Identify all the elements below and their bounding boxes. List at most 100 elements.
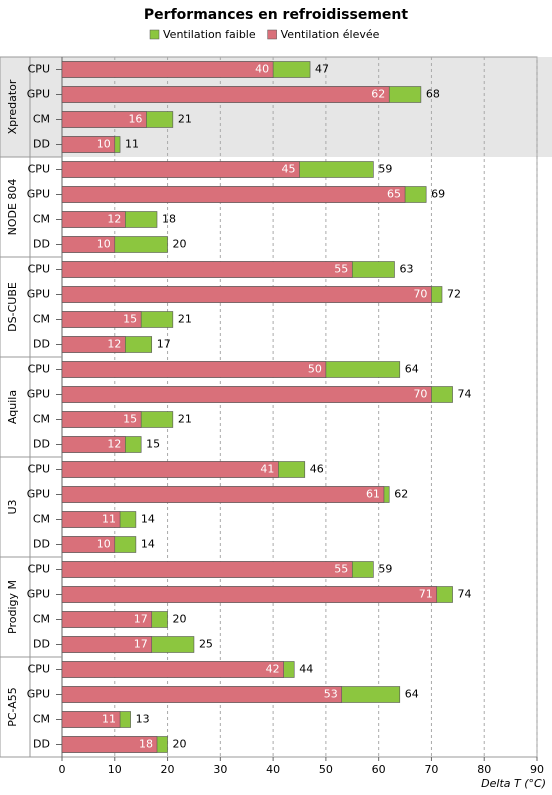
group-label: PC-A55 [6, 687, 19, 727]
y-tick-label: GPU [27, 188, 50, 201]
value-label: 21 [178, 313, 192, 326]
y-tick-label: DD [33, 638, 50, 651]
bar [61, 336, 126, 353]
bar [61, 661, 284, 678]
x-tick-label: 40 [266, 763, 280, 776]
value-label: 72 [447, 288, 461, 301]
value-label: 20 [173, 613, 187, 626]
bar [61, 686, 343, 703]
y-tick-label: DD [33, 238, 50, 251]
value-label: 55 [334, 563, 348, 576]
y-tick-label: CM [33, 613, 50, 626]
group-label: NODE 804 [6, 179, 19, 236]
bar [61, 486, 385, 503]
bar [61, 186, 406, 203]
value-label: 15 [123, 313, 137, 326]
y-tick-label: CM [33, 413, 50, 426]
bar [61, 261, 353, 278]
legend-label: Ventilation faible [163, 28, 256, 41]
y-tick-label: CPU [28, 363, 50, 376]
x-tick-label: 70 [424, 763, 438, 776]
value-label: 50 [308, 363, 322, 376]
bar [61, 511, 121, 528]
value-label: 17 [134, 613, 148, 626]
bar [61, 461, 279, 478]
value-label: 47 [315, 63, 329, 76]
y-tick-label: DD [33, 738, 50, 751]
bar [61, 636, 153, 653]
y-tick-label: CPU [28, 663, 50, 676]
y-tick-label: CM [33, 113, 50, 126]
value-label: 70 [413, 288, 427, 301]
value-label: 62 [371, 88, 385, 101]
value-label: 74 [458, 388, 472, 401]
value-label: 53 [324, 688, 338, 701]
value-label: 40 [255, 63, 269, 76]
y-tick-label: CM [33, 513, 50, 526]
x-tick-label: 20 [161, 763, 175, 776]
group-label: Aquila [6, 390, 19, 424]
value-label: 61 [366, 488, 380, 501]
x-tick-label: 0 [59, 763, 66, 776]
value-label: 15 [146, 438, 160, 451]
value-label: 17 [157, 338, 171, 351]
group-label: DS-CUBE [6, 282, 19, 332]
value-label: 16 [128, 113, 142, 126]
value-label: 55 [334, 263, 348, 276]
group-label: U3 [6, 499, 19, 514]
value-label: 12 [107, 213, 121, 226]
y-tick-label: GPU [27, 88, 50, 101]
value-label: 25 [199, 638, 213, 651]
value-label: 65 [387, 188, 401, 201]
y-tick-label: CPU [28, 563, 50, 576]
y-tick-label: GPU [27, 288, 50, 301]
value-label: 10 [97, 238, 111, 251]
y-tick-label: CPU [28, 463, 50, 476]
value-label: 45 [282, 163, 296, 176]
value-label: 21 [178, 413, 192, 426]
bar [61, 86, 390, 103]
bar [61, 286, 432, 303]
value-label: 20 [173, 238, 187, 251]
bar [61, 61, 274, 78]
bar [61, 111, 147, 128]
legend-swatch [267, 29, 277, 40]
value-label: 21 [178, 113, 192, 126]
legend-swatch [149, 29, 160, 40]
bar [61, 561, 353, 578]
legend-label: Ventilation élevée [281, 28, 380, 41]
value-label: 20 [173, 738, 187, 751]
y-tick-label: CPU [28, 63, 50, 76]
value-label: 42 [266, 663, 280, 676]
value-label: 63 [400, 263, 414, 276]
value-label: 14 [141, 538, 155, 551]
bar [61, 736, 158, 753]
bar [61, 386, 432, 403]
x-tick-label: 90 [530, 763, 544, 776]
group-label: Prodigy M [6, 580, 19, 634]
value-label: 74 [458, 588, 472, 601]
y-tick-label: DD [33, 438, 50, 451]
x-tick-label: 10 [108, 763, 122, 776]
y-tick-label: DD [33, 338, 50, 351]
y-tick-label: CPU [28, 163, 50, 176]
bar [61, 536, 116, 553]
value-label: 12 [107, 338, 121, 351]
value-label: 10 [97, 138, 111, 151]
value-label: 17 [134, 638, 148, 651]
bar [61, 711, 121, 728]
value-label: 15 [123, 413, 137, 426]
value-label: 18 [162, 213, 176, 226]
group-label: Xpredator [6, 79, 19, 134]
x-tick-label: 80 [477, 763, 491, 776]
value-label: 11 [125, 138, 139, 151]
value-label: 11 [102, 713, 116, 726]
value-label: 13 [136, 713, 150, 726]
value-label: 64 [405, 688, 419, 701]
bar [61, 236, 116, 253]
y-tick-label: CM [33, 313, 50, 326]
value-label: 69 [431, 188, 445, 201]
value-label: 59 [378, 563, 392, 576]
value-label: 59 [378, 163, 392, 176]
